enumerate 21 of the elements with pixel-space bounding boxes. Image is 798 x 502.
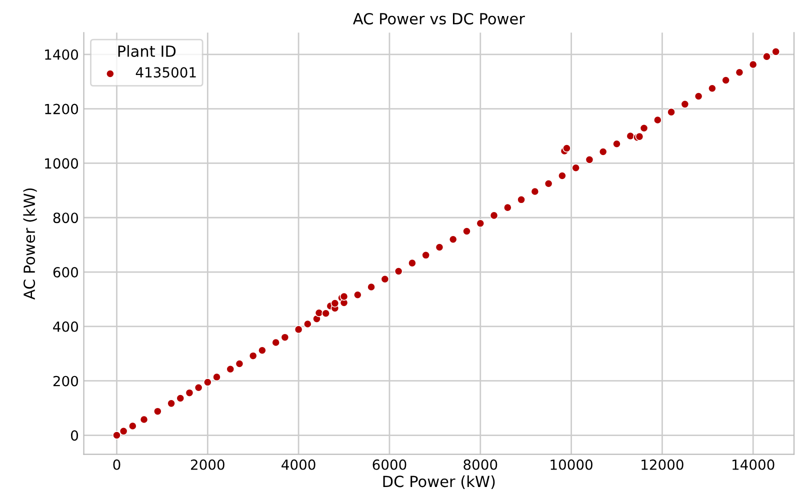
y-tick-label: 200: [53, 376, 78, 386]
x-tick-label: 10000: [550, 459, 592, 470]
y-axis-title: AC Power (kW): [23, 188, 37, 300]
y-tick-label: 400: [53, 321, 78, 332]
y-tick-label: 1200: [45, 104, 78, 114]
x-tick-label: 6000: [372, 459, 406, 470]
y-tick-label: 1000: [45, 158, 78, 169]
x-axis-title: DC Power (kW): [383, 475, 495, 490]
x-tick-label: 2000: [190, 459, 224, 470]
x-tick-label: 0: [113, 459, 120, 470]
x-tick-label: 14000: [732, 459, 774, 470]
y-tick-label: 1400: [45, 49, 78, 60]
x-tick-label: 12000: [642, 459, 684, 470]
y-tick-label: 600: [53, 267, 78, 278]
x-tick-label: 8000: [464, 459, 498, 470]
legend-label: 4135001: [136, 67, 196, 78]
y-tick-label: 800: [53, 212, 78, 224]
y-tick-label: 0: [71, 430, 78, 441]
x-tick-label: 4000: [282, 459, 316, 470]
chart-title: AC Power vs DC Power: [352, 12, 525, 25]
legend-title: Plant ID: [118, 45, 176, 57]
